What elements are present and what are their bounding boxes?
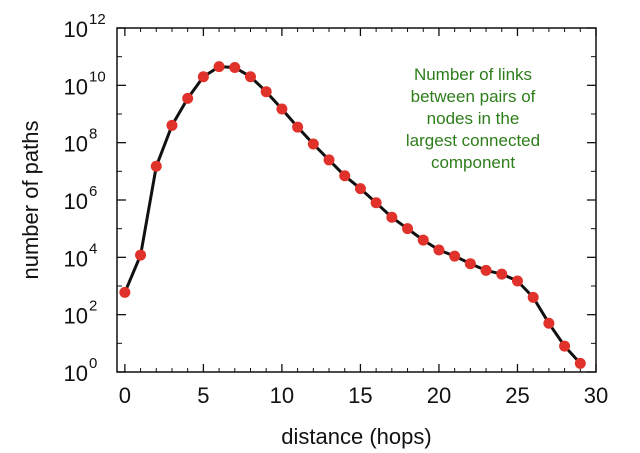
x-tick-label: 30 — [584, 383, 608, 408]
annotation-line: Number of links — [414, 65, 532, 84]
data-point — [292, 121, 304, 133]
data-point — [339, 170, 351, 182]
data-point — [229, 61, 241, 73]
data-point — [559, 340, 571, 352]
data-point — [260, 86, 272, 98]
y-tick-base: 10 — [64, 361, 88, 386]
y-tick-exponent: 0 — [89, 355, 97, 372]
data-point — [511, 275, 523, 287]
data-point — [417, 234, 429, 246]
y-tick-exponent: 12 — [89, 11, 106, 28]
annotation-line: component — [431, 153, 515, 172]
y-tick-exponent: 8 — [89, 126, 97, 143]
marker-layer — [119, 61, 586, 369]
data-point — [213, 61, 225, 73]
y-tick-exponent: 4 — [89, 240, 97, 257]
data-point — [464, 258, 476, 270]
y-tick-exponent: 10 — [89, 68, 106, 85]
y-tick-exponent: 6 — [89, 183, 97, 200]
data-point — [480, 264, 492, 276]
data-point — [276, 103, 288, 115]
y-tick-label: 10 0 — [64, 355, 98, 386]
data-point — [354, 183, 366, 195]
x-tick-label: 10 — [270, 383, 294, 408]
x-axis-title: distance (hops) — [281, 424, 431, 449]
data-point — [135, 249, 147, 261]
data-point — [182, 92, 194, 104]
data-point — [402, 223, 414, 235]
data-point — [543, 317, 555, 329]
data-point — [386, 211, 398, 223]
data-point — [307, 138, 319, 150]
x-tick-label: 0 — [119, 383, 131, 408]
y-tick-label: 10 10 — [64, 68, 106, 99]
data-point — [449, 250, 461, 262]
data-point — [119, 286, 131, 298]
data-point — [370, 197, 382, 209]
data-point — [150, 160, 162, 172]
data-point — [574, 357, 586, 369]
data-point — [323, 154, 335, 166]
y-tick-label: 10 4 — [64, 240, 98, 271]
y-tick-label: 10 2 — [64, 298, 98, 329]
data-point — [433, 244, 445, 256]
annotation-line: nodes in the — [427, 109, 520, 128]
y-tick-base: 10 — [64, 189, 88, 214]
y-tick-label: 10 12 — [64, 11, 106, 42]
data-point — [166, 119, 178, 131]
y-tick-base: 10 — [64, 132, 88, 157]
data-point — [244, 71, 256, 83]
x-tick-label: 25 — [505, 383, 529, 408]
x-tick-label: 5 — [197, 383, 209, 408]
y-tick-label: 10 8 — [64, 126, 98, 157]
data-point — [496, 268, 508, 280]
y-tick-label: 10 6 — [64, 183, 98, 214]
y-tick-base: 10 — [64, 74, 88, 99]
axes-layer — [116, 27, 597, 373]
y-tick-base: 10 — [64, 17, 88, 42]
x-tick-label: 15 — [348, 383, 372, 408]
y-tick-base: 10 — [64, 304, 88, 329]
y-tick-exponent: 2 — [89, 298, 97, 315]
y-axis-title: number of paths — [18, 121, 43, 280]
data-point — [527, 291, 539, 303]
x-tick-label: 20 — [427, 383, 451, 408]
annotation-line: largest connected — [406, 131, 540, 150]
data-point — [197, 71, 209, 83]
y-tick-base: 10 — [64, 246, 88, 271]
annotation-line: between pairs of — [411, 87, 536, 106]
